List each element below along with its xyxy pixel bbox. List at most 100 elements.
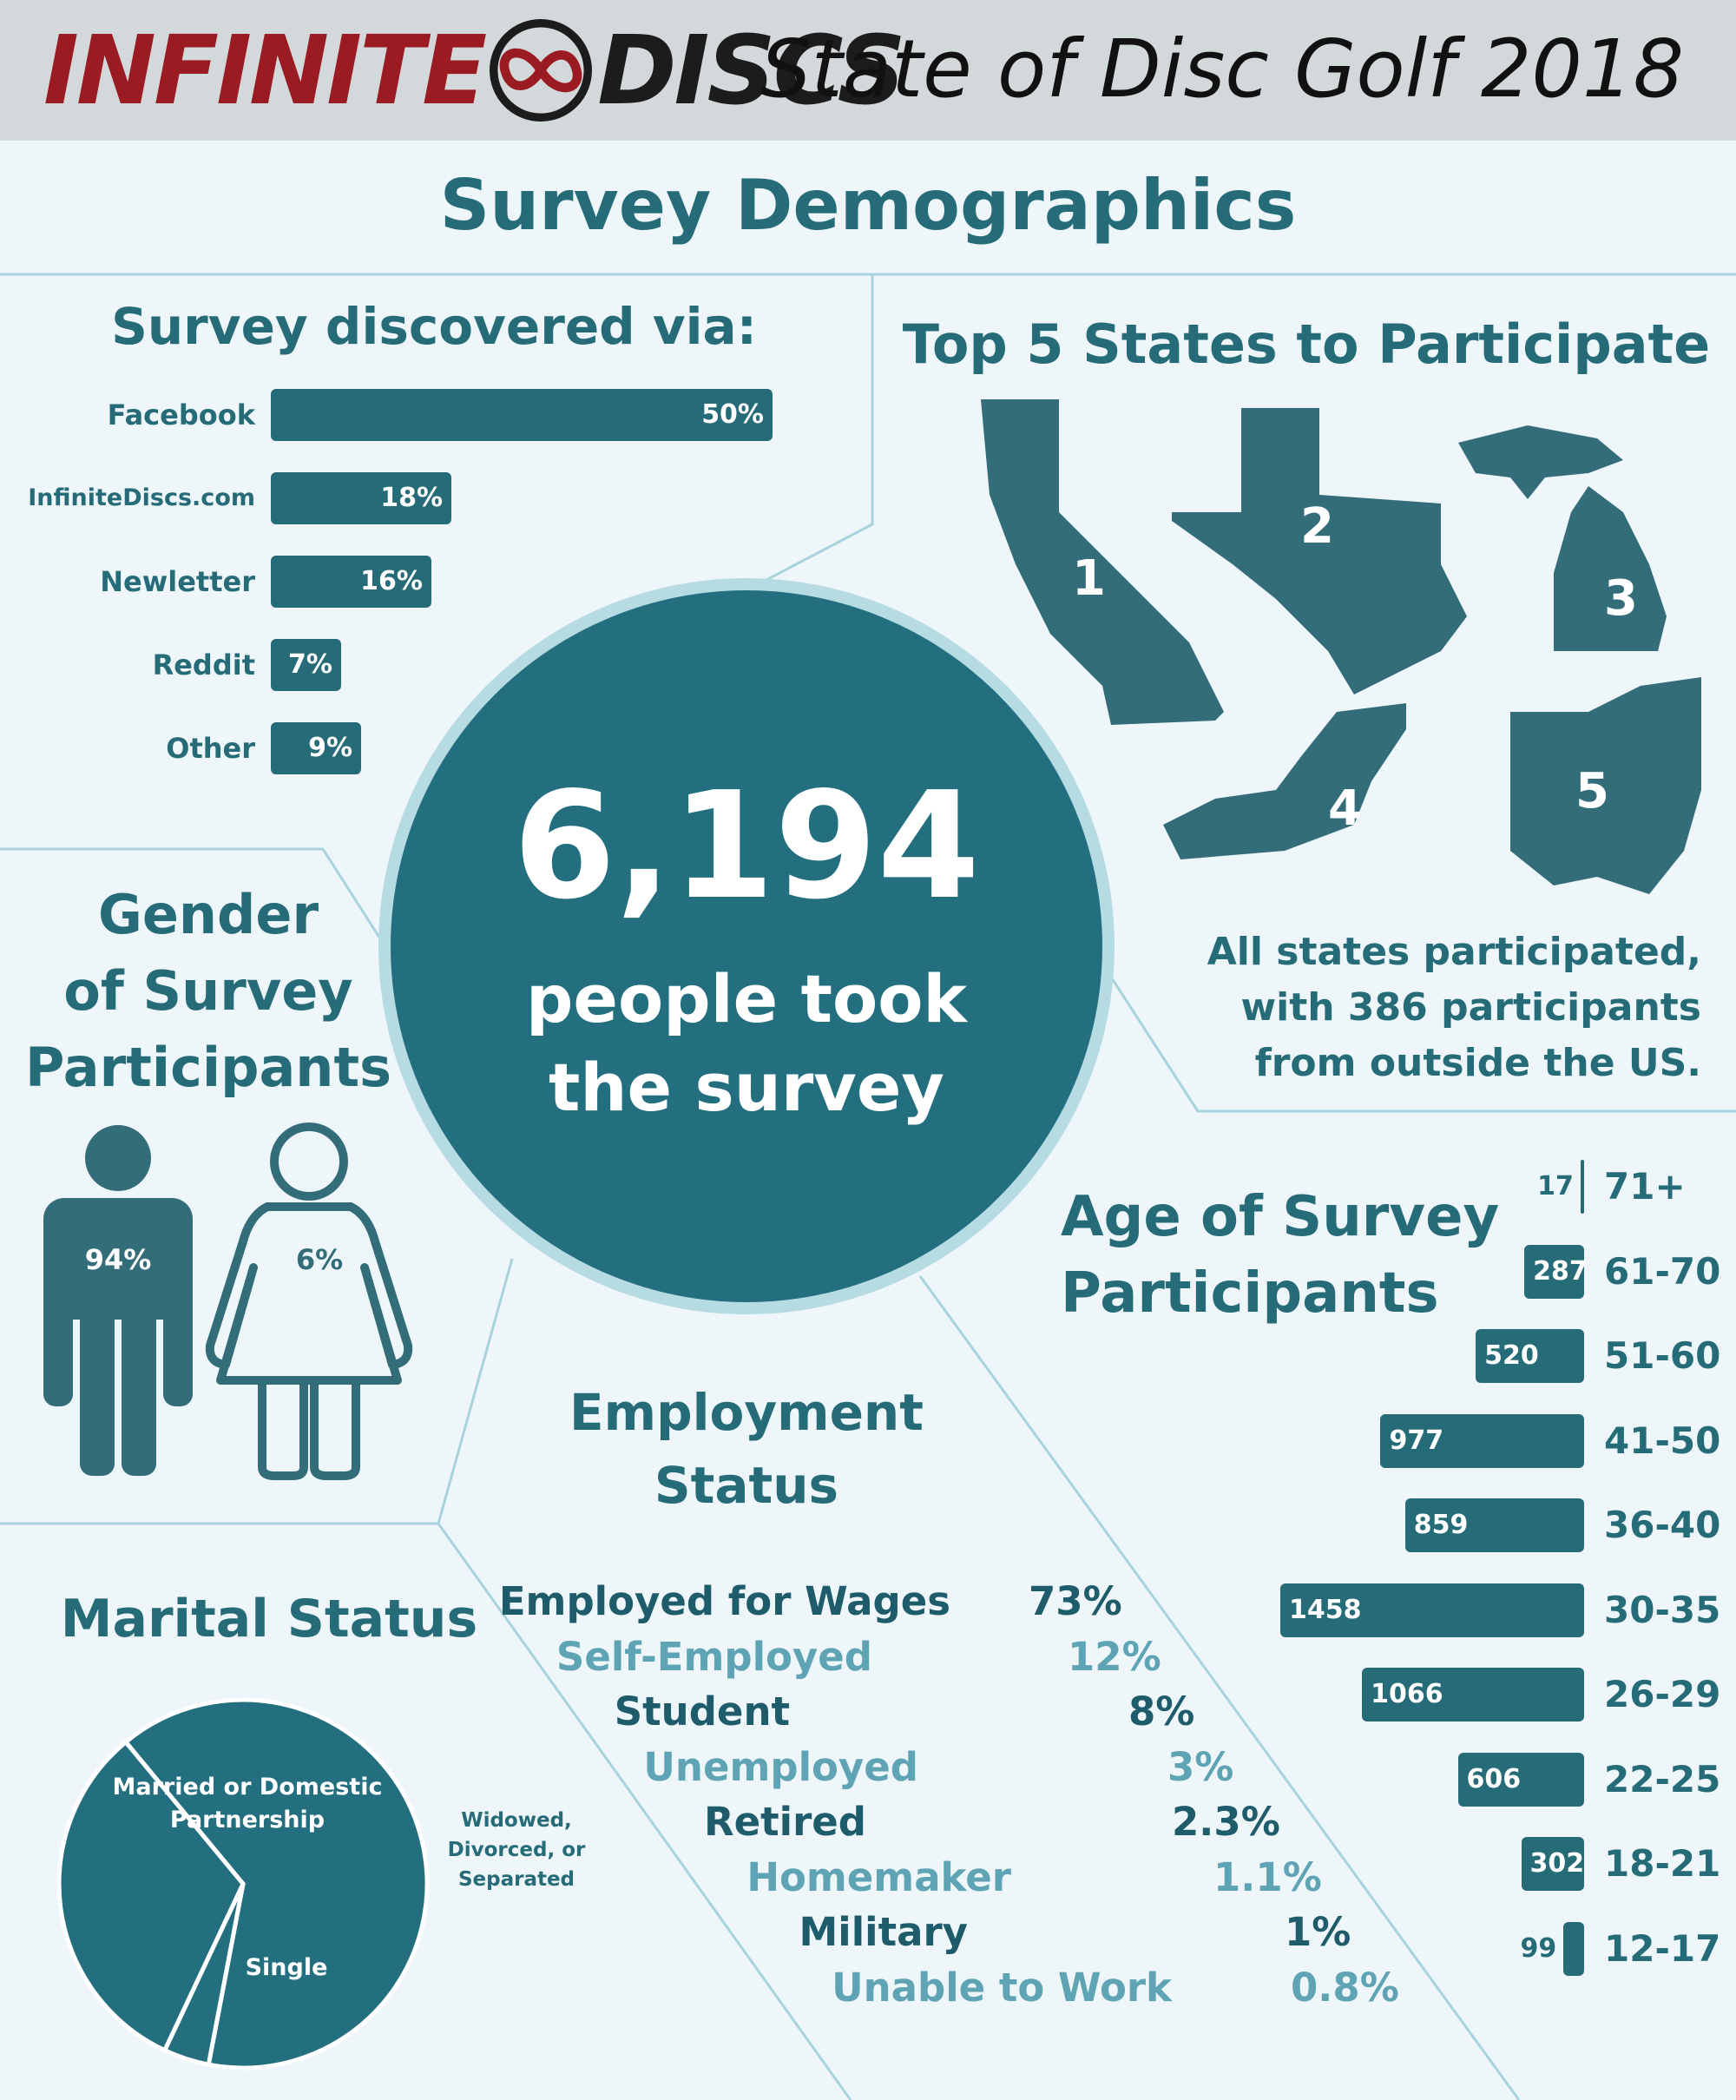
discovery-label-0: Facebook [107,398,255,431]
male-figure-icon [43,1125,193,1476]
infinity-disc-logo-icon [490,19,593,122]
discovery-title: Survey discovered via: [111,297,757,356]
gender-title: Gender of Survey Participants [25,883,391,1099]
age-value-1: 287 [1533,1255,1588,1287]
employment-label-4: Retired [703,1799,866,1845]
age-value-3: 977 [1389,1425,1444,1456]
total-participants-number: 6,194 [513,760,980,932]
age-value-9: 99 [1520,1932,1557,1964]
texas-shape-icon [1172,408,1467,695]
new-york-shape-icon [1163,703,1406,859]
discovery-label-4: Other [166,732,255,765]
discovery-value-3: 7% [287,649,332,680]
marital-title: Marital Status [60,1589,478,1649]
total-participants-circle: 6,194 people took the survey [391,590,1102,1302]
header-banner: INFINITE DISCS State of Disc Golf 2018 [0,0,1736,141]
employment-value-6: 1% [1285,1909,1351,1955]
discovery-value-2: 16% [360,566,423,596]
brand-right-text: DISCS [597,15,905,126]
age-value-5: 1458 [1289,1594,1362,1625]
employment-label-5: Homemaker [746,1853,1011,1900]
pie-slice-2 [56,1739,246,2054]
discovery-label-1: InfiniteDiscs.com [28,484,255,511]
edition-title: State of Disc Golf 2018 [760,23,1684,115]
employment-value-0: 73% [1029,1578,1122,1624]
age-range-9: 12-17 [1604,1926,1721,1970]
discovery-value-1: 18% [380,483,444,513]
age-range-6: 26-29 [1604,1673,1721,1715]
female-percent-label: 6% [296,1243,343,1276]
age-range-1: 61-70 [1604,1249,1721,1293]
employment-value-2: 8% [1128,1689,1195,1735]
employment-label-0: Employed for Wages [498,1578,950,1624]
employment-label-1: Self-Employed [556,1633,872,1680]
brand-left-text: INFINITE [43,15,487,126]
california-shape-icon [981,399,1224,725]
age-range-8: 18-21 [1604,1842,1721,1885]
female-figure-icon [205,1122,413,1480]
age-value-4: 859 [1413,1510,1469,1540]
age-range-4: 36-40 [1604,1504,1721,1546]
discovery-label-3: Reddit [152,648,255,681]
ohio-shape-icon [1510,677,1701,894]
employment-value-4: 2.3% [1172,1799,1280,1845]
employment-value-1: 12% [1068,1633,1161,1680]
brand-logo: INFINITE DISCS [43,9,906,132]
age-range-2: 51-60 [1604,1334,1721,1377]
state-rank-5: 5 [1575,763,1609,820]
page-title: Survey Demographics [439,165,1297,246]
age-bar-2: 520 [1476,1329,1584,1383]
age-range-3: 41-50 [1604,1419,1721,1462]
age-value-7: 606 [1466,1763,1522,1794]
states-note: All states participated, with 386 partic… [1207,930,1701,1085]
discovery-bar-2: 16% [271,556,431,608]
age-bar-1: 287 [1524,1244,1588,1299]
michigan-upper-shape-icon [1458,425,1623,499]
top-states-title: Top 5 States to Participate [902,313,1711,376]
age-value-6: 1066 [1371,1679,1443,1709]
employment-label-3: Unemployed [643,1743,918,1790]
state-rank-1: 1 [1072,550,1106,607]
marital-pie-chart [56,1697,430,2070]
discovery-value-0: 50% [701,399,764,430]
pie-label-married: Married or Domestic Partnership [112,1774,383,1833]
employment-label-2: Student [614,1689,790,1735]
discovery-label-2: Newletter [100,565,255,598]
pie-slice-0 [122,1697,430,2070]
age-range-0: 71+ [1604,1165,1686,1208]
age-bar-3: 977 [1380,1413,1584,1468]
employment-value-5: 1.1% [1213,1853,1322,1900]
state-rank-2: 2 [1300,498,1334,555]
employment-label-7: Unable to Work [832,1964,1172,2011]
gender-figures: 94% 6% [43,1122,413,1480]
state-rank-3: 3 [1604,570,1638,627]
age-title: Age of Survey Participants [1061,1185,1500,1326]
discovery-value-4: 9% [308,733,353,763]
age-bar-6: 1066 [1362,1668,1584,1721]
pie-label-widowed: Widowed, Divorced, or Separated [447,1809,586,1891]
discovery-bar-1: 18% [271,472,452,524]
employment-value-3: 3% [1167,1743,1234,1790]
employment-title: Employment Status [569,1383,924,1515]
age-bar-5: 1458 [1280,1583,1584,1637]
age-bar-4: 859 [1404,1498,1584,1552]
age-bar-8: 302 [1521,1837,1584,1891]
age-range-5: 30-35 [1604,1588,1721,1631]
age-range-7: 22-25 [1604,1757,1721,1800]
discovery-bar-0: 50% [271,389,773,441]
discovery-bar-3: 7% [271,639,341,691]
male-percent-label: 94% [85,1243,152,1276]
age-bar-7: 606 [1457,1752,1584,1807]
pie-label-single: Single [245,1954,328,1981]
total-participants-caption: people took the survey [526,960,967,1126]
michigan-shape-icon [1554,486,1667,651]
age-value-0: 17 [1537,1171,1574,1201]
discovery-bar-4: 9% [271,722,362,774]
top-states-map: 1 2 3 4 5 [981,399,1701,894]
employment-value-7: 0.8% [1291,1964,1399,2011]
state-rank-4: 4 [1328,780,1362,837]
age-bar-9 [1563,1921,1584,1976]
age-bar-0 [1580,1160,1584,1214]
